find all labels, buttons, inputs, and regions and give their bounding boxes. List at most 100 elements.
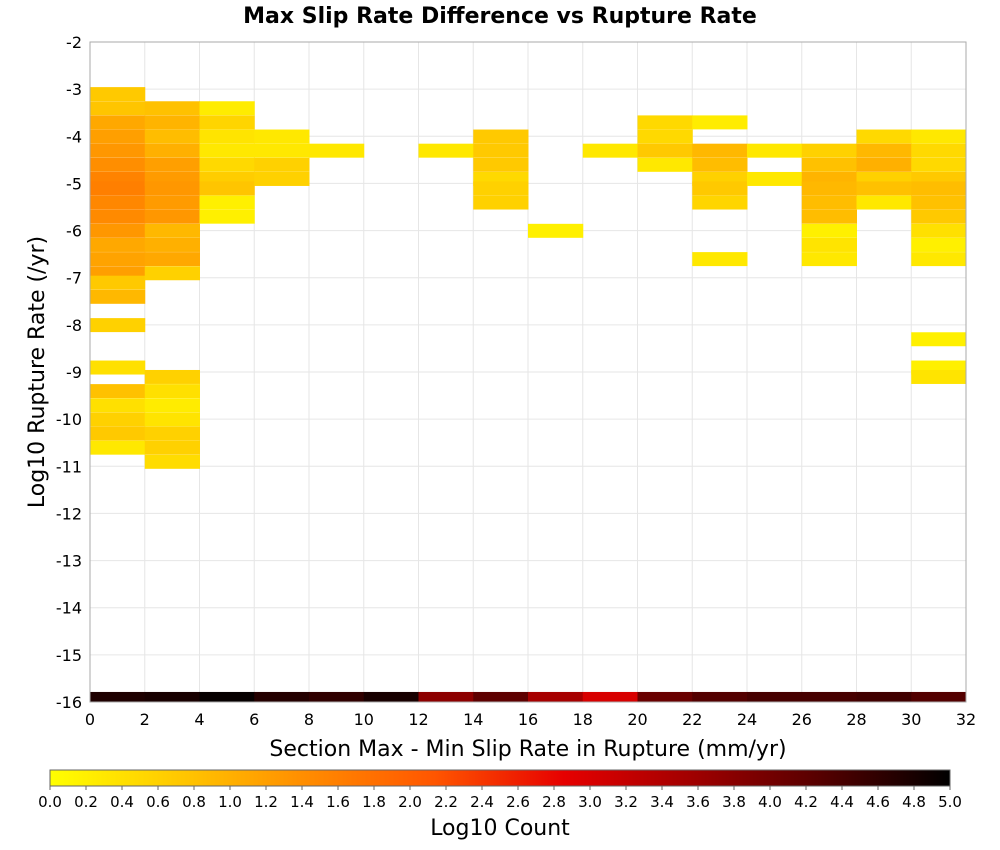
heatmap-cell xyxy=(90,426,146,441)
heatmap-cell xyxy=(144,412,200,427)
y-axis-ticks: -2 -3 -4 -5 -6 -7 -8 -9 -10 -11 -12 -13 -14 -15 -16 xyxy=(56,33,82,712)
heatmap-cell xyxy=(90,181,146,196)
plot-frame xyxy=(89,41,967,703)
heatmap-cell-bottom-row xyxy=(199,691,255,702)
y-tick-label: -5 xyxy=(66,174,82,193)
heatmap-cell xyxy=(90,412,146,427)
heatmap-cell xyxy=(90,209,146,224)
heatmap-cell xyxy=(199,195,255,210)
heatmap-cell xyxy=(144,195,200,210)
heatmap-cell-bottom-row xyxy=(637,691,693,702)
heatmap-cell xyxy=(856,129,912,144)
x-tick-label: 24 xyxy=(737,710,757,729)
heatmap-cell xyxy=(90,440,146,455)
heatmap-cell-bottom-row xyxy=(254,691,310,702)
y-tick-label: -9 xyxy=(66,363,82,382)
heatmap-cell xyxy=(90,398,146,413)
heatmap-cell xyxy=(309,143,365,158)
heatmap-cell xyxy=(254,171,310,186)
heatmap-cell xyxy=(144,129,200,144)
heatmap-cell-bottom-row xyxy=(747,691,803,702)
colorbar-tick-label: 3.0 xyxy=(578,793,602,811)
heatmap-cell xyxy=(911,252,966,267)
colorbar-tick-label: 3.6 xyxy=(686,793,710,811)
heatmap-cell xyxy=(144,223,200,238)
heatmap-cell xyxy=(911,143,966,158)
heatmap-cell xyxy=(801,157,857,172)
colorbar-tick-label: 0.8 xyxy=(182,793,206,811)
x-tick-label: 16 xyxy=(518,710,538,729)
heatmap-cell xyxy=(856,181,912,196)
heatmap-cell xyxy=(637,115,693,130)
heatmap-cell xyxy=(144,426,200,441)
heatmap-cell xyxy=(473,195,529,210)
heatmap-cell xyxy=(801,181,857,196)
heatmap-cell xyxy=(692,143,748,158)
colorbar-tick-label: 1.2 xyxy=(254,793,278,811)
y-tick-label: -13 xyxy=(56,552,82,571)
heatmap-cell xyxy=(637,157,693,172)
colorbar xyxy=(49,769,951,787)
colorbar-tick-label: 2.2 xyxy=(434,793,458,811)
y-tick-label: -4 xyxy=(66,127,82,146)
heatmap-cell xyxy=(637,129,693,144)
heatmap-cell xyxy=(692,181,748,196)
heatmap-cell xyxy=(254,143,310,158)
colorbar-tick-label: 4.4 xyxy=(830,793,854,811)
colorbar-tick-label: 0.4 xyxy=(110,793,134,811)
y-tick-label: -6 xyxy=(66,222,82,241)
heatmap-cell xyxy=(637,143,693,158)
heatmap-cell xyxy=(144,101,200,116)
x-tick-label: 22 xyxy=(682,710,702,729)
heatmap-cell-bottom-row xyxy=(692,691,748,702)
heatmap-cell xyxy=(254,157,310,172)
heatmap-cell xyxy=(144,398,200,413)
y-tick-label: -8 xyxy=(66,316,82,335)
colorbar-tick-label: 1.4 xyxy=(290,793,314,811)
colorbar-tick-label: 1.8 xyxy=(362,793,386,811)
heatmap-cell-bottom-row xyxy=(144,691,200,702)
heatmap-cell xyxy=(747,143,803,158)
heatmap-cell xyxy=(801,252,857,267)
heatmap-cell xyxy=(801,237,857,252)
heatmap-cell xyxy=(801,209,857,224)
heatmap-cell xyxy=(856,157,912,172)
heatmap-cell xyxy=(90,101,146,116)
heatmap-cell-bottom-row xyxy=(363,691,419,702)
colorbar-tick-label: 2.6 xyxy=(506,793,530,811)
colorbar-tick-label: 4.6 xyxy=(866,793,890,811)
heatmap-cell xyxy=(801,223,857,238)
colorbar-label: Log10 Count xyxy=(430,816,570,841)
x-tick-label: 14 xyxy=(463,710,483,729)
heatmap-cell xyxy=(144,384,200,399)
heatmap-cell xyxy=(911,181,966,196)
heatmap-cell xyxy=(90,143,146,158)
heatmap-cell xyxy=(199,115,255,130)
heatmap-cell xyxy=(144,266,200,281)
heatmap-cell-bottom-row xyxy=(309,691,365,702)
heatmap-cell xyxy=(90,237,146,252)
heatmap-cell xyxy=(911,369,966,384)
heatmap-cell xyxy=(90,115,146,130)
heatmap-cell xyxy=(144,252,200,267)
colorbar-tick-label: 4.8 xyxy=(902,793,926,811)
heatmap-cell xyxy=(144,157,200,172)
heatmap-cell xyxy=(90,384,146,399)
heatmap-cell xyxy=(144,440,200,455)
heatmap-cell xyxy=(801,195,857,210)
x-axis-ticks: 0 2 4 6 8 10 12 14 16 18 20 22 24 26 28 30 32 xyxy=(85,710,976,729)
heatmap-cell xyxy=(911,129,966,144)
y-tick-label: -3 xyxy=(66,80,82,99)
heatmap-cell-bottom-row xyxy=(418,691,474,702)
heatmap-cell xyxy=(911,157,966,172)
heatmap-cell xyxy=(90,195,146,210)
heatmap-cell xyxy=(90,360,146,375)
y-tick-label: -2 xyxy=(66,33,82,52)
heatmap-cell xyxy=(418,143,474,158)
colorbar-tick-label: 0.6 xyxy=(146,793,170,811)
heatmap-cell xyxy=(144,143,200,158)
colorbar-tick-label: 1.6 xyxy=(326,793,350,811)
y-tick-label: -15 xyxy=(56,646,82,665)
colorbar-tick-label: 0.2 xyxy=(74,793,98,811)
